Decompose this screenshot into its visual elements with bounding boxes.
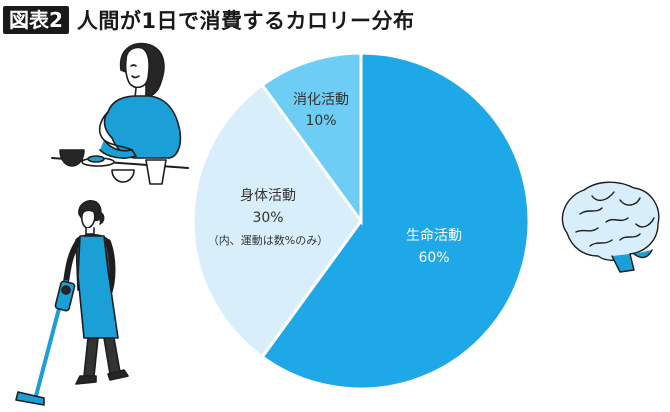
figure-number-badge: 図表2	[3, 6, 69, 34]
slice-digestion-activity	[260, 51, 363, 226]
figure-header: 図表2 人間が1日で消費するカロリー分布	[3, 5, 415, 35]
label-physical-name: 身体活動	[240, 188, 296, 204]
label-life-name: 生命活動	[406, 227, 462, 244]
label-physical-value: 30%	[252, 210, 283, 226]
label-digestion-value: 10%	[305, 113, 336, 129]
label-life: 生命活動 60%	[406, 227, 462, 266]
label-digestion-name: 消化活動	[293, 92, 349, 108]
slice-physical-activity	[191, 82, 363, 360]
label-life-value: 60%	[418, 250, 449, 266]
woman-vacuuming-icon	[15, 199, 129, 406]
woman-eating-icon	[51, 42, 189, 185]
label-digestion: 消化活動 10%	[293, 92, 349, 129]
brain-icon	[561, 181, 660, 273]
figure-title: 人間が1日で消費するカロリー分布	[76, 9, 415, 33]
pie-slices	[191, 51, 531, 391]
slice-life-activity	[260, 51, 531, 391]
label-physical-note: （内、運動は数%のみ）	[208, 233, 328, 247]
label-physical: 身体活動 30% （内、運動は数%のみ）	[208, 188, 328, 247]
